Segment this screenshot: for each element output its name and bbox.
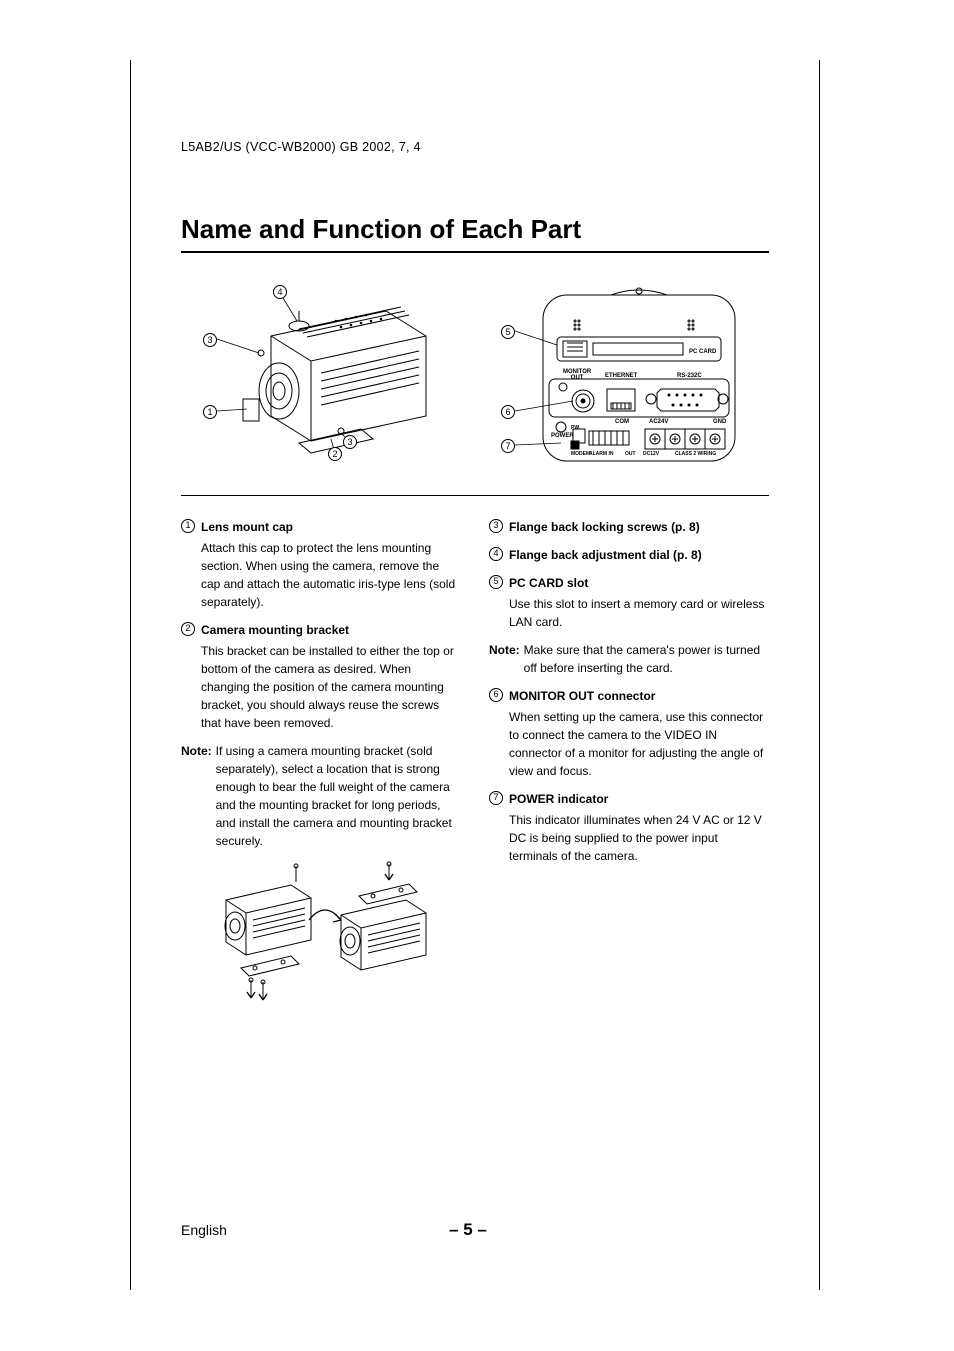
right-column: 3 Flange back locking screws (p. 8) 4 Fl… bbox=[489, 518, 769, 1010]
item-5-head: 5 PC CARD slot bbox=[489, 574, 769, 592]
item-3-title: Flange back locking screws (p. 8) bbox=[509, 518, 700, 536]
item-7-title: POWER indicator bbox=[509, 790, 608, 808]
page-title: Name and Function of Each Part bbox=[181, 214, 769, 253]
callout-1: 1 bbox=[203, 405, 217, 419]
item-6-desc: When setting up the camera, use this con… bbox=[489, 708, 769, 780]
label-rs232c: RS-232C bbox=[677, 373, 702, 379]
left-note-text: If using a camera mounting bracket (sold… bbox=[216, 742, 461, 850]
label-pw: PW bbox=[571, 425, 579, 431]
left-column: 1 Lens mount cap Attach this cap to prot… bbox=[181, 518, 461, 1010]
right-note-label: Note: bbox=[489, 641, 520, 677]
label-ethernet: ETHERNET bbox=[605, 373, 637, 379]
item-3-num: 3 bbox=[489, 519, 503, 533]
item-6-num: 6 bbox=[489, 688, 503, 702]
left-note-label: Note: bbox=[181, 742, 212, 850]
label-gnd: GND bbox=[713, 419, 726, 425]
label-dc12v: DC12V bbox=[643, 451, 659, 457]
item-5-title: PC CARD slot bbox=[509, 574, 588, 592]
item-1-num: 1 bbox=[181, 519, 195, 533]
bracket-diagram bbox=[181, 860, 461, 1010]
rear-diagram: 5 6 7 PC CARD MONITOR OUT ETHERNET RS-23… bbox=[491, 281, 771, 471]
camera-iso-drawing bbox=[181, 281, 461, 471]
label-monitor-out: MONITOR OUT bbox=[563, 369, 591, 381]
item-4-num: 4 bbox=[489, 547, 503, 561]
right-note-text: Make sure that the camera's power is tur… bbox=[524, 641, 769, 677]
footer-page-number: – 5 – bbox=[449, 1220, 487, 1240]
right-note: Note: Make sure that the camera's power … bbox=[489, 641, 769, 677]
callout-3b: 3 bbox=[343, 435, 357, 449]
header-code: L5AB2/US (VCC-WB2000) GB 2002, 7, 4 bbox=[181, 140, 769, 154]
item-1-title: Lens mount cap bbox=[201, 518, 293, 536]
item-2-desc: This bracket can be installed to either … bbox=[181, 642, 461, 732]
item-7-num: 7 bbox=[489, 791, 503, 805]
body-columns: 1 Lens mount cap Attach this cap to prot… bbox=[181, 518, 769, 1010]
item-1-head: 1 Lens mount cap bbox=[181, 518, 461, 536]
item-6-title: MONITOR OUT connector bbox=[509, 687, 655, 705]
page-footer: English – 5 – bbox=[181, 1220, 769, 1240]
callout-6: 6 bbox=[501, 405, 515, 419]
callout-3a: 3 bbox=[203, 333, 217, 347]
callout-4: 4 bbox=[273, 285, 287, 299]
callout-7: 7 bbox=[501, 439, 515, 453]
label-power: POWER bbox=[551, 433, 574, 439]
item-1-desc: Attach this cap to protect the lens moun… bbox=[181, 539, 461, 611]
label-out: OUT bbox=[625, 451, 636, 457]
diagrams-row: 4 3 1 2 3 bbox=[181, 281, 769, 496]
item-5-desc: Use this slot to insert a memory card or… bbox=[489, 595, 769, 631]
item-3-head: 3 Flange back locking screws (p. 8) bbox=[489, 518, 769, 536]
item-2-title: Camera mounting bracket bbox=[201, 621, 349, 639]
item-4-head: 4 Flange back adjustment dial (p. 8) bbox=[489, 546, 769, 564]
label-class2: CLASS 2 WIRING bbox=[675, 451, 716, 457]
item-7-desc: This indicator illuminates when 24 V AC … bbox=[489, 811, 769, 865]
item-2-head: 2 Camera mounting bracket bbox=[181, 621, 461, 639]
label-ac24v: AC24V bbox=[649, 419, 668, 425]
page: L5AB2/US (VCC-WB2000) GB 2002, 7, 4 Name… bbox=[130, 60, 820, 1290]
item-4-title: Flange back adjustment dial (p. 8) bbox=[509, 546, 702, 564]
callout-2: 2 bbox=[328, 447, 342, 461]
left-note: Note: If using a camera mounting bracket… bbox=[181, 742, 461, 850]
item-5-num: 5 bbox=[489, 575, 503, 589]
item-7-head: 7 POWER indicator bbox=[489, 790, 769, 808]
label-pc-card: PC CARD bbox=[689, 349, 716, 355]
label-com: COM bbox=[615, 419, 629, 425]
front-diagram: 4 3 1 2 3 bbox=[181, 281, 461, 471]
callout-5: 5 bbox=[501, 325, 515, 339]
label-alarm-in: ALARM IN bbox=[589, 451, 613, 457]
item-2-num: 2 bbox=[181, 622, 195, 636]
label-modem: MODEM bbox=[571, 451, 590, 457]
item-6-head: 6 MONITOR OUT connector bbox=[489, 687, 769, 705]
bracket-drawing bbox=[201, 860, 441, 1010]
footer-language: English bbox=[181, 1222, 227, 1238]
